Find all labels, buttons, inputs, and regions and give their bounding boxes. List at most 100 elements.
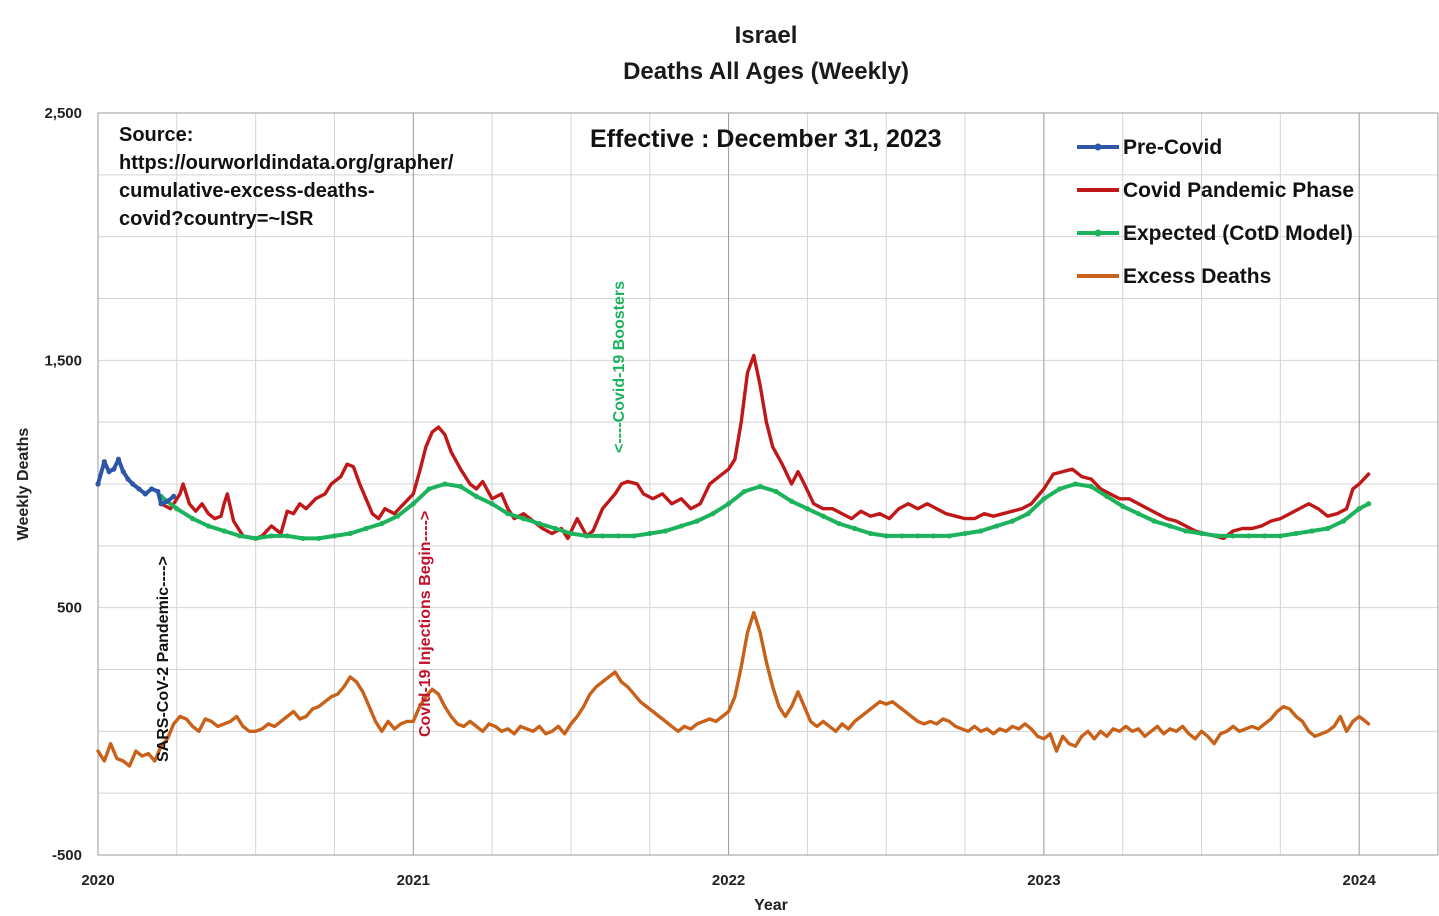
data-point-pre-covid: [136, 486, 142, 492]
data-point-expected-cotd-model: [710, 511, 716, 517]
data-point-expected-cotd-model: [505, 511, 511, 517]
x-tick-label: 2021: [397, 872, 430, 889]
y-tick-label: 2,500: [44, 105, 82, 122]
data-point-expected-cotd-model: [915, 533, 921, 539]
data-point-expected-cotd-model: [867, 530, 874, 537]
data-point-pre-covid: [149, 486, 155, 492]
data-point-pre-covid: [106, 469, 112, 475]
series-line-expected-cotd-model: [159, 482, 1371, 541]
legend: Pre-Covid Covid Pandemic Phase Expected (C…: [1077, 136, 1354, 288]
data-point-expected-cotd-model: [1057, 486, 1063, 492]
source-note: Source: https://ourworldindata.org/graph…: [119, 124, 454, 230]
data-point-expected-cotd-model: [852, 525, 858, 532]
data-point-expected-cotd-model: [442, 481, 448, 487]
data-point-expected-cotd-model: [426, 486, 432, 492]
data-point-expected-cotd-model: [978, 528, 984, 534]
data-point-expected-cotd-model: [836, 520, 842, 527]
data-point-expected-cotd-model: [631, 533, 637, 539]
data-point-expected-cotd-model: [1120, 503, 1126, 509]
data-point-expected-cotd-model: [662, 528, 669, 534]
x-tick-label: 2024: [1342, 872, 1376, 889]
data-point-pre-covid: [120, 469, 126, 475]
data-point-expected-cotd-model: [899, 533, 905, 539]
source-line-3: cumulative-excess-deaths-: [119, 180, 375, 202]
data-point-expected-cotd-model: [1230, 533, 1236, 539]
data-point-pre-covid: [155, 488, 161, 495]
data-point-expected-cotd-model: [725, 501, 732, 507]
source-line-4: covid?country=~ISR: [119, 208, 314, 230]
chart-title: Israel: [735, 22, 798, 49]
data-point-pre-covid: [111, 466, 117, 472]
x-tick-label: 2023: [1027, 872, 1060, 889]
legend-marker-pre-covid: [1094, 143, 1102, 151]
data-point-expected-cotd-model: [363, 525, 369, 532]
data-point-expected-cotd-model: [1072, 481, 1079, 487]
data-point-expected-cotd-model: [1009, 518, 1015, 524]
data-point-expected-cotd-model: [457, 483, 464, 490]
data-point-expected-cotd-model: [599, 533, 606, 539]
data-point-expected-cotd-model: [521, 516, 527, 522]
data-point-expected-cotd-model: [930, 533, 937, 539]
data-point-expected-cotd-model: [237, 533, 243, 539]
data-point-expected-cotd-model: [347, 530, 353, 537]
legend-label-covid-pandemic-phase: Covid Pandemic Phase: [1123, 179, 1354, 202]
data-point-expected-cotd-model: [1088, 483, 1094, 490]
data-point-expected-cotd-model: [1340, 518, 1347, 524]
data-point-pre-covid: [125, 476, 131, 482]
data-point-expected-cotd-model: [253, 535, 259, 542]
x-tick-label: 2022: [712, 872, 745, 889]
y-axis-label: Weekly Deaths: [15, 428, 32, 541]
data-point-pre-covid: [95, 481, 101, 487]
data-point-expected-cotd-model: [1214, 533, 1220, 539]
data-point-expected-cotd-model: [316, 535, 322, 542]
x-tick-label: 2020: [81, 872, 114, 889]
data-point-expected-cotd-model: [1198, 530, 1205, 537]
data-point-expected-cotd-model: [568, 530, 574, 537]
data-point-expected-cotd-model: [1183, 528, 1189, 534]
legend-label-expected-cotd-model: Expected (CotD Model): [1123, 222, 1353, 245]
chart-subtitle: Deaths All Ages (Weekly): [623, 58, 909, 85]
data-point-expected-cotd-model: [205, 523, 211, 529]
data-point-pre-covid: [115, 456, 122, 462]
data-point-expected-cotd-model: [536, 520, 543, 527]
data-point-expected-cotd-model: [189, 516, 196, 522]
data-point-expected-cotd-model: [615, 533, 621, 539]
data-point-expected-cotd-model: [1246, 533, 1252, 539]
data-point-expected-cotd-model: [773, 488, 779, 495]
data-point-expected-cotd-model: [1261, 533, 1268, 539]
data-point-pre-covid: [171, 493, 177, 499]
data-point-pre-covid: [142, 491, 148, 497]
data-point-expected-cotd-model: [757, 483, 763, 490]
data-point-expected-cotd-model: [789, 498, 795, 504]
y-axis-ticks: -500 500 1,500 2,500: [44, 105, 82, 864]
data-point-expected-cotd-model: [883, 533, 889, 539]
series-line-covid-pandemic-phase: [159, 353, 1371, 541]
data-point-pre-covid: [130, 481, 136, 487]
data-point-expected-cotd-model: [473, 493, 479, 499]
data-point-expected-cotd-model: [1293, 530, 1299, 537]
data-point-expected-cotd-model: [820, 513, 826, 519]
data-point-expected-cotd-model: [678, 523, 684, 529]
legend-marker-expected-cotd-model: [1094, 229, 1102, 237]
data-point-expected-cotd-model: [1309, 528, 1315, 534]
series-layer: [95, 353, 1372, 768]
data-point-expected-cotd-model: [1366, 501, 1372, 507]
y-tick-label: 500: [57, 600, 82, 617]
source-line-2: https://ourworldindata.org/grapher/: [119, 152, 454, 174]
data-point-expected-cotd-model: [174, 506, 180, 512]
data-point-expected-cotd-model: [394, 513, 401, 519]
data-point-expected-cotd-model: [993, 523, 1000, 529]
data-point-expected-cotd-model: [1104, 493, 1110, 499]
data-point-expected-cotd-model: [1041, 496, 1047, 502]
data-point-expected-cotd-model: [489, 501, 495, 507]
source-line-1: Source:: [119, 124, 193, 146]
series-line-excess-deaths: [96, 610, 1371, 768]
data-point-expected-cotd-model: [1151, 518, 1157, 524]
data-point-expected-cotd-model: [962, 530, 968, 537]
data-point-expected-cotd-model: [221, 528, 227, 534]
data-point-pre-covid: [164, 498, 170, 504]
data-point-expected-cotd-model: [804, 506, 811, 512]
data-point-expected-cotd-model: [1325, 525, 1331, 532]
data-point-expected-cotd-model: [268, 533, 275, 539]
